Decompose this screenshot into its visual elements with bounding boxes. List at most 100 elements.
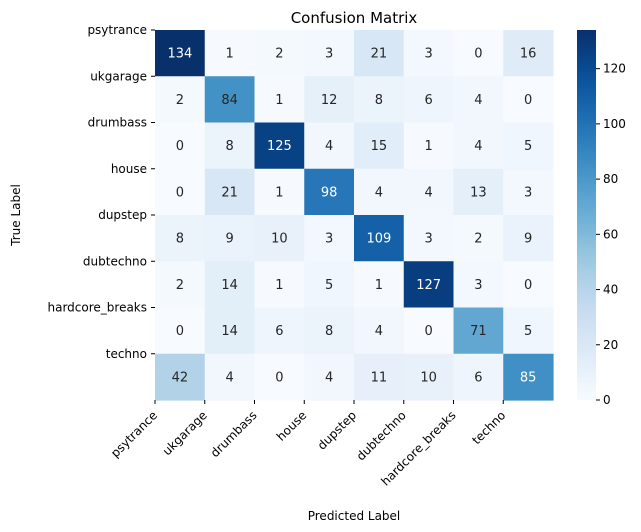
heatmap-cell [304, 76, 355, 124]
heatmap-cell [254, 76, 305, 124]
cell-value-label: 9 [225, 232, 233, 247]
heatmap-cell [403, 122, 455, 170]
colorbar-tick-label: 100 [603, 117, 626, 131]
colorbar: 0 20 40 60 80 100 120 [577, 30, 626, 407]
heatmap-cell [403, 168, 455, 216]
y-tick-label: house [111, 162, 147, 176]
heatmap-cell [304, 215, 355, 262]
cell-value-label: 109 [366, 232, 391, 247]
heatmap-cell [503, 76, 554, 124]
cell-value-label: 10 [271, 232, 288, 247]
cell-value-label: 1 [375, 278, 383, 293]
cell-value-label: 2 [176, 93, 184, 108]
cell-value-label: 4 [424, 185, 432, 200]
heatmap-cell [354, 307, 405, 355]
cell-value-label: 127 [416, 278, 441, 293]
cell-value-label: 0 [474, 47, 482, 62]
heatmap-value-labels: 134 1 2 3 21 3 0 162 84 1 12 8 6 4 00 8 125 4 15 1 4 50 21 1 98 4… [167, 47, 536, 386]
cell-value-label: 85 [520, 370, 537, 385]
heatmap-cell [503, 168, 554, 216]
colorbar-gradient [577, 30, 596, 400]
cell-value-label: 3 [524, 185, 532, 200]
heatmap-cell [354, 168, 405, 216]
heatmap-cell [503, 215, 554, 262]
heatmap-cell [403, 215, 455, 262]
heatmap-cell [304, 168, 355, 216]
heatmap-cell [304, 353, 355, 401]
cell-value-label: 0 [524, 93, 532, 108]
heatmap-cell [155, 307, 206, 355]
heatmap-cell [503, 261, 554, 309]
cell-value-label: 2 [176, 278, 184, 293]
heatmap-cell [204, 261, 256, 309]
heatmap-cell [155, 122, 206, 170]
heatmap-cell [254, 168, 305, 216]
colorbar-tick-label: 40 [603, 283, 618, 297]
heatmap-cell [453, 122, 504, 170]
heatmap-cell [204, 307, 256, 355]
cell-value-label: 14 [221, 278, 238, 293]
x-tick-label: drumbass [208, 408, 260, 460]
heatmap-cell [503, 122, 554, 170]
cell-value-label: 0 [424, 324, 432, 339]
heatmap-cell [304, 261, 355, 309]
cell-value-label: 1 [225, 47, 233, 62]
heatmap-cell [254, 30, 305, 77]
cell-value-label: 2 [275, 47, 283, 62]
cell-value-label: 1 [275, 93, 283, 108]
heatmap-cell [155, 215, 206, 262]
cell-value-label: 134 [167, 47, 192, 62]
heatmap-cell [304, 30, 355, 77]
cell-value-label: 3 [424, 47, 432, 62]
cell-value-label: 4 [375, 324, 383, 339]
heatmap-cell [204, 353, 256, 401]
heatmap-cell [204, 30, 256, 77]
y-tick-label: dupstep [98, 208, 147, 222]
cell-value-label: 11 [371, 370, 388, 385]
colorbar-tick-label: 60 [603, 227, 618, 241]
heatmap-cell [354, 353, 405, 401]
cell-value-label: 13 [470, 185, 487, 200]
cell-value-label: 0 [176, 185, 184, 200]
cell-value-label: 10 [420, 370, 437, 385]
heatmap-cell [453, 307, 504, 355]
heatmap-cell [453, 30, 504, 77]
cell-value-label: 5 [524, 324, 532, 339]
cell-value-label: 21 [371, 47, 388, 62]
cell-value-label: 0 [176, 139, 184, 154]
cell-value-label: 21 [221, 185, 238, 200]
cell-value-label: 6 [424, 93, 432, 108]
heatmap-cell [155, 168, 206, 216]
heatmap-cell [403, 307, 455, 355]
chart-title: Confusion Matrix [291, 9, 418, 27]
heatmap-cell [453, 215, 504, 262]
heatmap-cell [503, 307, 554, 355]
colorbar-tick-label: 120 [603, 62, 626, 76]
cell-value-label: 71 [470, 324, 487, 339]
cell-value-label: 4 [225, 370, 233, 385]
heatmap-cell [403, 76, 455, 124]
x-axis-label: Predicted Label [308, 509, 401, 523]
heatmap-cell [453, 168, 504, 216]
heatmap-cell [503, 30, 554, 77]
y-tick-label: dubtechno [83, 254, 147, 268]
cell-value-label: 0 [275, 370, 283, 385]
cell-value-label: 42 [172, 370, 189, 385]
cell-value-label: 0 [176, 324, 184, 339]
y-axis-label: True Label [9, 184, 23, 247]
x-tick-label: house [274, 408, 309, 443]
cell-value-label: 1 [275, 278, 283, 293]
heatmap-cell [354, 122, 405, 170]
heatmap-cell [204, 122, 256, 170]
cell-value-label: 8 [375, 93, 383, 108]
x-tick-label: techno [469, 408, 508, 447]
cell-value-label: 0 [524, 278, 532, 293]
heatmap-cell [354, 261, 405, 309]
heatmap-cell [304, 307, 355, 355]
cell-value-label: 15 [371, 139, 388, 154]
heatmap-cell [453, 261, 504, 309]
heatmap-cell [354, 30, 405, 77]
heatmap-cell [453, 353, 504, 401]
